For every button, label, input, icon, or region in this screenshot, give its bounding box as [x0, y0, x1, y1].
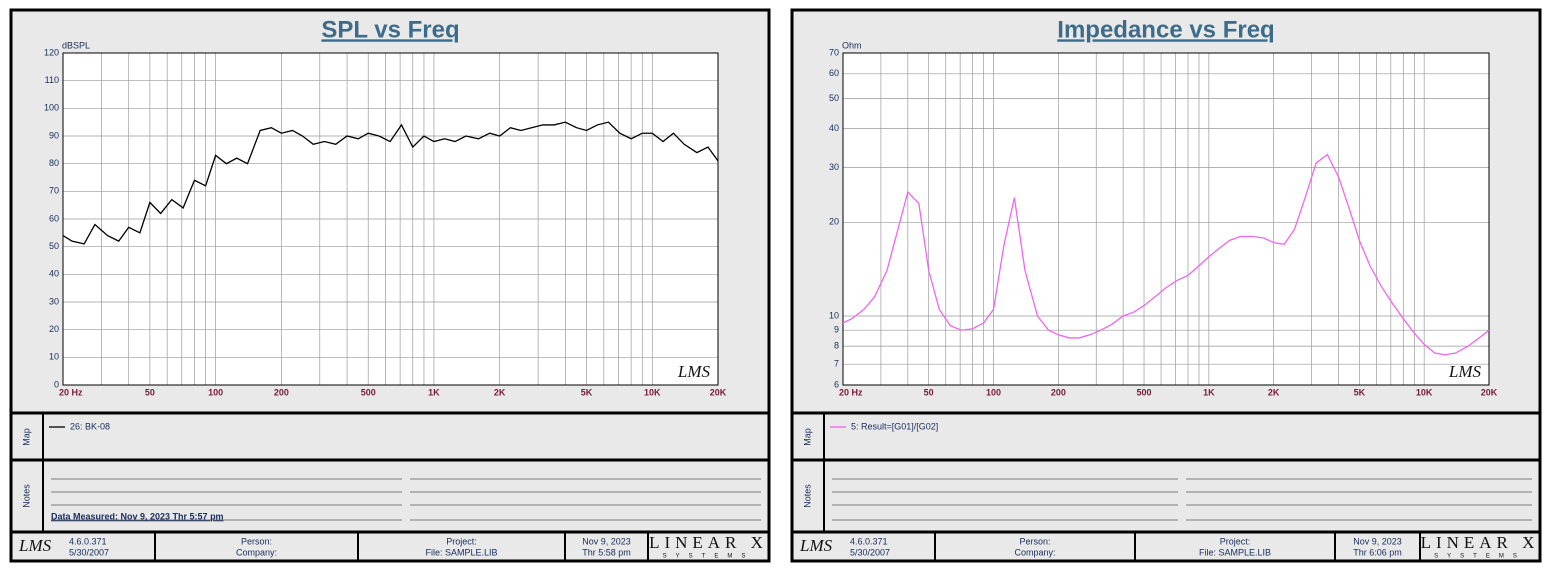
project: Project: — [1220, 536, 1251, 546]
y-tick-label: 110 — [45, 75, 59, 85]
x-tick-label: 500 — [1137, 387, 1152, 397]
y-tick-label: 80 — [49, 158, 59, 168]
brand: LINEAR X — [649, 533, 768, 552]
chart-title: SPL vs Freq — [321, 16, 459, 43]
y-tick-label: 30 — [829, 162, 839, 172]
x-tick-label: 5K — [1354, 387, 1366, 397]
x-tick-label: 500 — [361, 387, 376, 397]
date: Nov 9, 2023 — [1353, 536, 1402, 546]
notes-label: Notes — [21, 484, 31, 508]
x-tick-label: 2K — [1268, 387, 1280, 397]
build-date: 5/30/2007 — [69, 547, 109, 557]
brand: LINEAR X — [1421, 533, 1540, 552]
date: Nov 9, 2023 — [582, 536, 631, 546]
y-tick-label: 70 — [49, 186, 59, 196]
version: 4.6.0.371 — [69, 536, 107, 546]
y-tick-label: 100 — [44, 103, 59, 113]
x-tick-label: 20K — [710, 387, 727, 397]
company: Company: — [236, 547, 277, 557]
footer-logo: LMS — [799, 536, 833, 555]
y-tick-label: 20 — [829, 217, 839, 227]
x-tick-label: 20 Hz — [839, 387, 863, 397]
person: Person: — [241, 536, 272, 546]
x-tick-label: 2K — [494, 387, 506, 397]
data-line — [62, 121, 719, 245]
y-tick-label: 10 — [49, 352, 59, 362]
x-tick-label: 50 — [924, 387, 934, 397]
x-tick-label: 100 — [208, 387, 223, 397]
time: Thr 5:58 pm — [582, 547, 631, 557]
build-date: 5/30/2007 — [850, 547, 890, 557]
y-axis-label: dBSPL — [62, 40, 90, 50]
company: Company: — [1014, 547, 1055, 557]
x-tick-label: 50 — [145, 387, 155, 397]
watermark: LMS — [677, 362, 711, 381]
plot-frame — [842, 52, 1490, 386]
x-tick-label: 200 — [274, 387, 289, 397]
y-tick-label: 70 — [829, 47, 839, 57]
y-tick-label: 20 — [49, 324, 59, 334]
notes-label: Notes — [802, 484, 812, 508]
y-tick-label: 50 — [829, 93, 839, 103]
brand-sub: SYSTEMS — [1434, 554, 1526, 560]
y-tick-label: 8 — [834, 340, 839, 350]
chart-title: Impedance vs Freq — [1057, 16, 1274, 43]
map-label: Map — [21, 428, 31, 446]
plot-frame — [62, 52, 719, 386]
y-tick-label: 90 — [49, 130, 59, 140]
y-tick-label: 9 — [834, 325, 839, 335]
version: 4.6.0.371 — [850, 536, 888, 546]
x-tick-label: 20 Hz — [59, 387, 83, 397]
x-tick-label: 100 — [986, 387, 1001, 397]
y-tick-label: 40 — [829, 123, 839, 133]
y-tick-label: 50 — [49, 241, 59, 251]
data-line — [842, 153, 1490, 356]
x-tick-label: 10K — [644, 387, 661, 397]
plot-area — [843, 53, 1489, 385]
y-tick-label: 6 — [834, 379, 839, 389]
x-tick-label: 1K — [428, 387, 440, 397]
brand-sub: SYSTEMS — [663, 554, 755, 560]
person: Person: — [1019, 536, 1050, 546]
map-label: Map — [802, 428, 812, 446]
project: Project: — [446, 536, 477, 546]
watermark: LMS — [1448, 362, 1482, 381]
x-tick-label: 1K — [1203, 387, 1215, 397]
legend-label: 26: BK-08 — [70, 421, 110, 431]
x-tick-label: 20K — [1481, 387, 1498, 397]
note-text: Data Measured: Nov 9, 2023 Thr 5:57 pm — [51, 511, 224, 521]
x-tick-label: 200 — [1051, 387, 1066, 397]
y-tick-label: 60 — [49, 213, 59, 223]
legend-label: 5: Result=[G01]/[G02] — [851, 421, 938, 431]
y-axis-label: Ohm — [842, 40, 862, 50]
y-tick-label: 10 — [829, 310, 839, 320]
y-tick-label: 60 — [829, 68, 839, 78]
x-tick-label: 10K — [1416, 387, 1433, 397]
x-tick-label: 5K — [581, 387, 593, 397]
y-tick-label: 30 — [49, 296, 59, 306]
time: Thr 6:06 pm — [1353, 547, 1402, 557]
y-tick-label: 40 — [49, 269, 59, 279]
y-tick-label: 120 — [44, 47, 59, 57]
y-tick-label: 7 — [834, 359, 839, 369]
file: File: SAMPLE.LIB — [425, 547, 497, 557]
footer-logo: LMS — [18, 536, 52, 555]
file: File: SAMPLE.LIB — [1199, 547, 1271, 557]
y-tick-label: 0 — [54, 379, 59, 389]
